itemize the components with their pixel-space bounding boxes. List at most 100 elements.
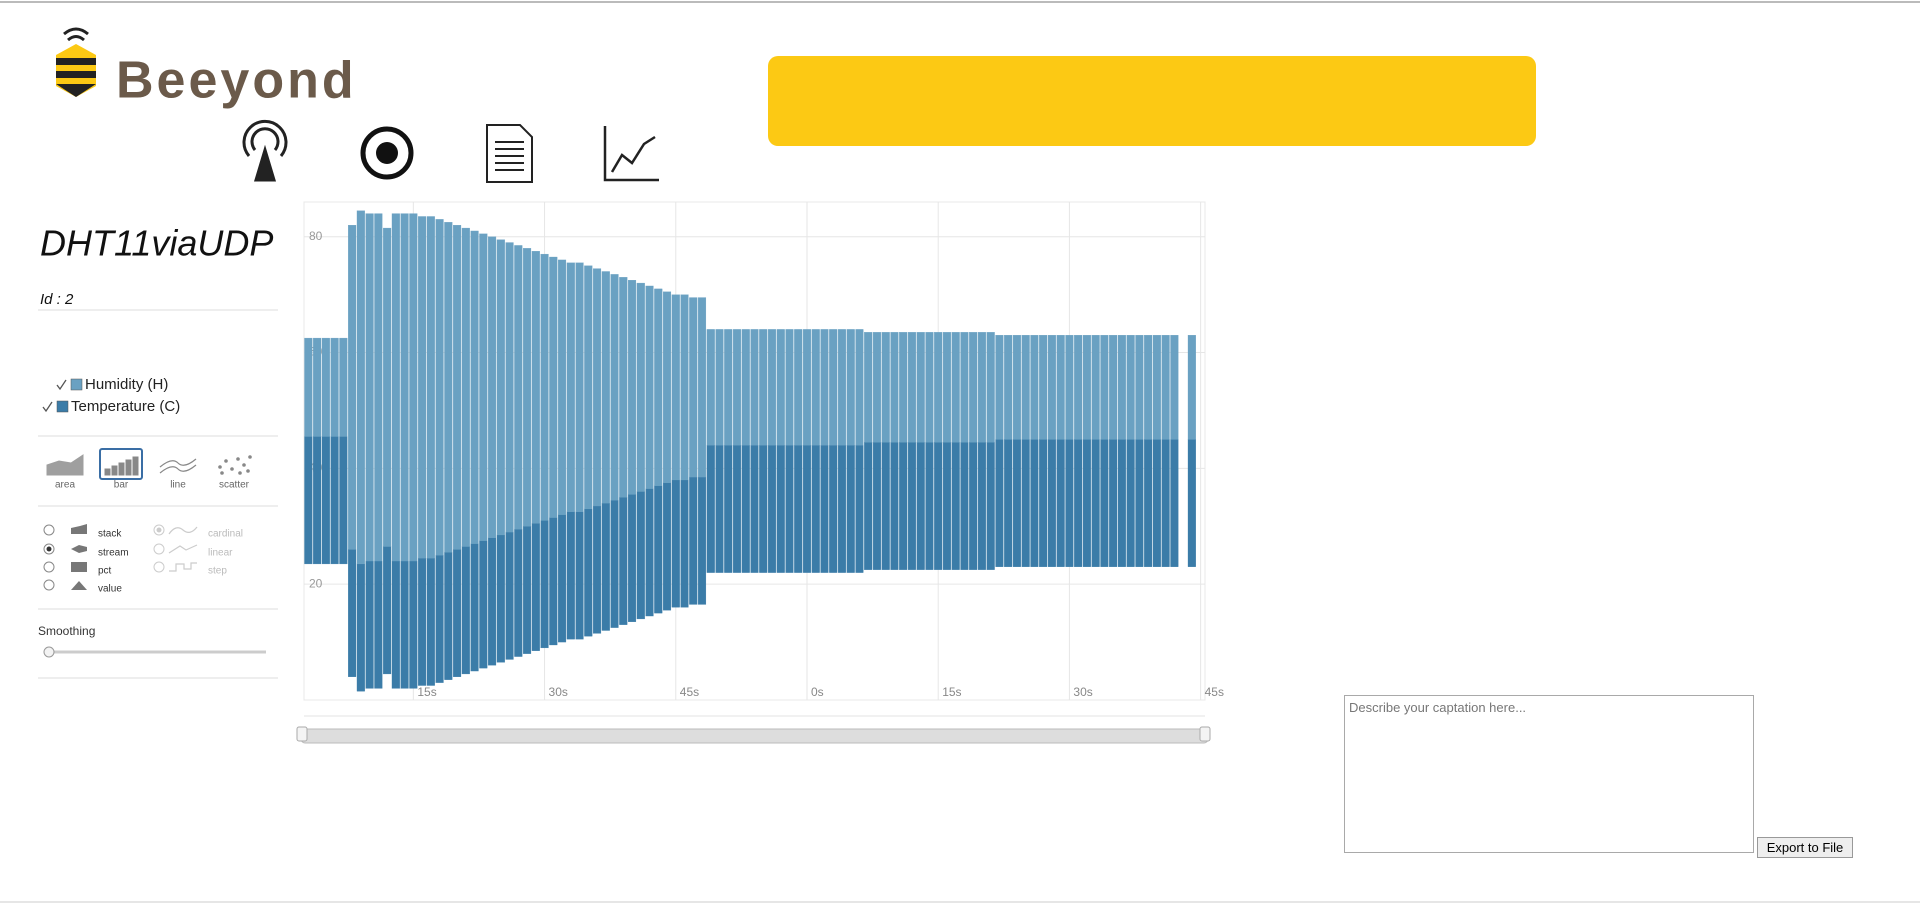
logo-icon <box>56 27 96 97</box>
bar <box>514 245 523 530</box>
bar <box>566 262 575 512</box>
bar <box>1126 335 1135 440</box>
y-tick-label: 20 <box>309 576 323 590</box>
bar <box>339 436 348 565</box>
renderer-icon[interactable] <box>104 456 139 476</box>
bar <box>1109 439 1118 567</box>
offset-radio[interactable] <box>43 561 55 573</box>
nav-target[interactable] <box>360 126 414 180</box>
bar <box>461 227 470 547</box>
bar <box>435 555 444 683</box>
renderer-icon[interactable] <box>218 455 252 475</box>
bar <box>1047 335 1056 440</box>
plot-frame <box>303 201 1206 701</box>
interp-icon <box>168 544 198 554</box>
legend-label: Temperature (C) <box>71 398 180 415</box>
bar <box>837 445 846 573</box>
bar <box>575 511 584 640</box>
bar <box>759 329 768 446</box>
range-slider[interactable] <box>300 728 1209 744</box>
bar <box>934 332 943 443</box>
bar <box>558 514 567 643</box>
bar <box>750 329 759 446</box>
range-handle[interactable] <box>296 726 308 742</box>
bar <box>671 294 680 481</box>
bar <box>479 233 488 541</box>
bar <box>916 332 925 443</box>
bar <box>785 329 794 446</box>
bar <box>697 297 707 478</box>
bar <box>348 549 357 677</box>
offset-label: stream <box>98 548 129 559</box>
bar <box>741 445 750 573</box>
bar <box>1109 335 1118 440</box>
bar <box>1100 335 1109 440</box>
offset-label: pct <box>98 566 112 577</box>
bar <box>313 337 322 437</box>
nav-antenna[interactable] <box>242 119 288 182</box>
bar <box>628 280 637 495</box>
icon <box>118 462 125 476</box>
caption-textarea[interactable]: Describe your captation here... <box>1344 695 1754 853</box>
renderer-icon[interactable] <box>159 458 197 474</box>
offset-radio[interactable] <box>43 524 55 536</box>
bar <box>1117 335 1126 440</box>
bar <box>654 485 663 614</box>
bar <box>505 531 514 660</box>
bar <box>776 329 785 446</box>
bar <box>829 445 838 573</box>
bar <box>418 557 427 686</box>
renderer-icon[interactable] <box>46 454 84 476</box>
x-tick-label: 45s <box>1205 685 1224 699</box>
bar <box>925 442 934 570</box>
icon <box>220 471 224 475</box>
bar <box>671 479 680 608</box>
icon <box>46 454 84 476</box>
bar <box>846 445 855 573</box>
interp-label: cardinal <box>208 529 243 540</box>
bar <box>523 526 532 654</box>
bar <box>907 442 916 570</box>
icon <box>159 458 197 474</box>
smoothing-label: Smoothing <box>38 624 95 638</box>
export-button[interactable]: Export to File <box>1757 837 1853 858</box>
x-tick-label: 15s <box>942 685 961 699</box>
bar <box>689 476 698 605</box>
bar <box>680 294 689 481</box>
offset-label: stack <box>98 529 122 540</box>
bar <box>1161 335 1170 440</box>
nav-chart[interactable] <box>603 126 659 182</box>
icon <box>104 468 111 476</box>
bar <box>496 239 505 536</box>
bar <box>610 274 619 501</box>
nav-document[interactable] <box>486 124 533 183</box>
icon <box>248 455 252 459</box>
bar <box>470 230 479 544</box>
bar <box>881 442 890 570</box>
bar <box>663 291 672 483</box>
bar <box>339 337 348 437</box>
bar <box>1021 439 1030 567</box>
range-handle[interactable] <box>1199 726 1211 742</box>
bar <box>470 543 479 672</box>
bar <box>409 560 418 689</box>
offset-icon <box>71 581 87 590</box>
interp-icon <box>169 562 197 572</box>
bar <box>1187 439 1196 567</box>
bar <box>1030 439 1039 567</box>
bar <box>890 442 899 570</box>
offset-icon <box>71 524 87 534</box>
bar <box>321 436 330 565</box>
bar <box>820 445 829 573</box>
bar <box>444 222 453 553</box>
bar <box>986 442 995 570</box>
bar <box>330 337 339 437</box>
bar <box>1100 439 1109 567</box>
bar <box>435 219 444 556</box>
offset-radio[interactable] <box>43 579 55 591</box>
smoothing-handle[interactable] <box>43 646 55 658</box>
bar <box>899 442 908 570</box>
bar <box>356 563 365 692</box>
bar <box>969 332 978 443</box>
